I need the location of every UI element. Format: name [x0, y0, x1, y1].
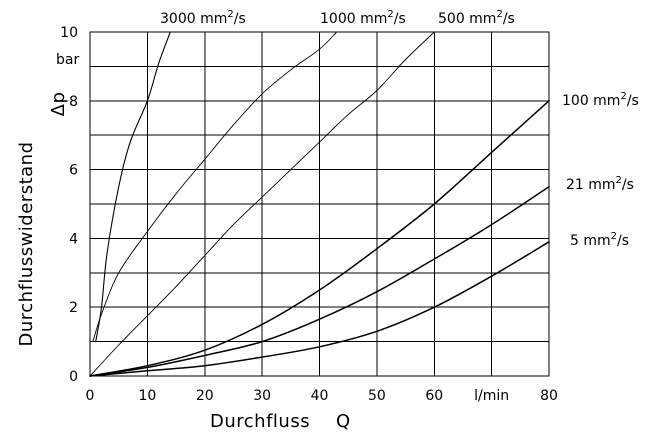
y-tick-label: 4	[69, 231, 78, 247]
x-tick-label: 10	[138, 388, 156, 404]
y-axis-symbol: Δp	[48, 92, 69, 117]
y-axis-title: Durchflusswiderstand	[16, 141, 37, 346]
y-tick-label: 6	[69, 163, 78, 179]
series-label: 3000 mm2/s	[160, 9, 246, 27]
series-line	[92, 31, 338, 343]
series-label: 1000 mm2/s	[320, 9, 406, 27]
y-tick-label: 2	[69, 300, 78, 316]
y-tick-labels: 0 2 4 6 8 10	[60, 25, 78, 385]
x-tick-label: 40	[311, 388, 329, 404]
y-unit-label: bar	[56, 52, 79, 68]
y-tick-label: 10	[60, 25, 78, 41]
series-line	[89, 186, 550, 377]
series-line	[89, 100, 550, 377]
series-line	[95, 31, 171, 343]
series-lines	[89, 31, 550, 377]
x-axis-symbol: Q	[336, 411, 351, 432]
x-tick-label: 80	[540, 388, 558, 404]
x-tick-label: 60	[425, 388, 443, 404]
grid	[90, 32, 549, 376]
x-tick-label: 50	[368, 388, 386, 404]
x-tick-label: 20	[196, 388, 214, 404]
x-axis-title: Durchfluss	[210, 411, 310, 432]
x-tick-labels: 0 10 20 30 40 50 60 l/min 80	[86, 388, 558, 404]
series-line	[89, 241, 550, 377]
series-label: 500 mm2/s	[438, 9, 515, 27]
y-tick-label: 8	[69, 94, 78, 110]
series-label: 100 mm2/s	[562, 91, 639, 109]
x-tick-label: 30	[253, 388, 271, 404]
series-label: 21 mm2/s	[566, 175, 634, 193]
x-tick-label: 0	[86, 388, 95, 404]
series-labels: 3000 mm2/s 1000 mm2/s 500 mm2/s 100 mm2/s 21…	[160, 9, 639, 249]
plot-frame	[89, 31, 550, 377]
series-label: 5 mm2/s	[570, 231, 629, 249]
y-tick-label: 0	[69, 369, 78, 385]
x-tick-label: l/min	[474, 388, 509, 404]
series-line	[89, 31, 435, 377]
